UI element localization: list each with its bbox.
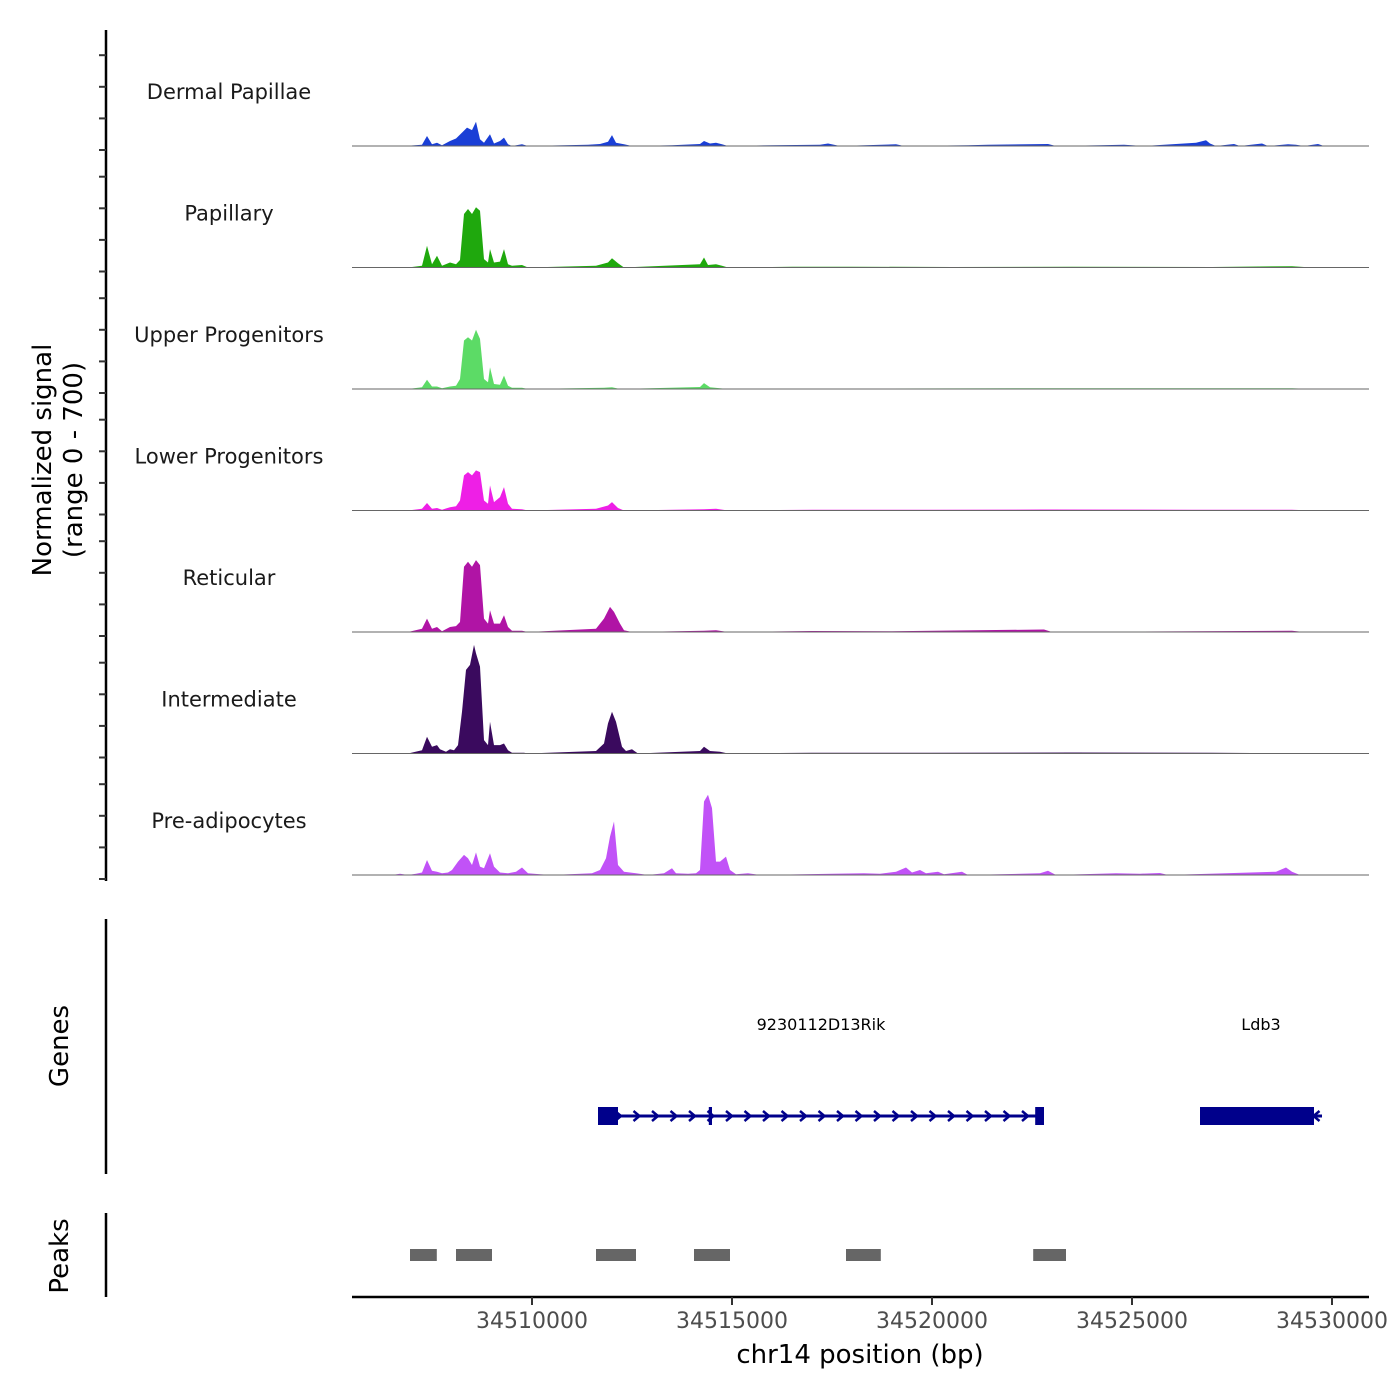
genes-track-label: Genes xyxy=(45,1005,75,1087)
peak-region xyxy=(846,1249,881,1261)
track-reticular: Reticular xyxy=(183,560,1369,633)
track-lower-progenitors: Lower Progenitors xyxy=(135,445,1369,511)
genes-track: 9230112D13Rik Ldb3 xyxy=(598,1015,1322,1125)
x-tick-label: 34515000 xyxy=(676,1309,788,1334)
track-label: Intermediate xyxy=(161,688,297,712)
x-tick-label: 34525000 xyxy=(1076,1309,1188,1334)
peaks-track xyxy=(410,1249,1066,1261)
gene-exon xyxy=(1035,1107,1044,1125)
track-label: Lower Progenitors xyxy=(135,445,324,469)
strand-arrow xyxy=(688,1110,697,1122)
x-tick-label: 34520000 xyxy=(876,1309,988,1334)
track-dermal-papillae: Dermal Papillae xyxy=(147,80,1369,147)
strand-arrow xyxy=(762,1110,771,1122)
strand-arrow xyxy=(799,1110,808,1122)
peak-region xyxy=(1033,1249,1066,1261)
peak-region xyxy=(410,1249,437,1261)
strand-arrow xyxy=(891,1110,901,1122)
track-upper-progenitors: Upper Progenitors xyxy=(134,323,1369,390)
signal-area xyxy=(408,329,1312,389)
peak-region xyxy=(596,1249,636,1261)
gene-exon xyxy=(708,1107,712,1125)
strand-arrow xyxy=(669,1110,679,1122)
y-axis-title: Normalized signal (range 0 - 700) xyxy=(28,344,89,577)
signal-area xyxy=(408,207,1312,268)
strand-arrow xyxy=(854,1110,864,1122)
signal-y-axis-ticks xyxy=(99,54,106,880)
gene-label: 9230112D13Rik xyxy=(757,1015,887,1034)
x-axis-title: chr14 position (bp) xyxy=(736,1340,983,1370)
signal-area xyxy=(408,560,1304,632)
strand-arrow xyxy=(651,1110,660,1122)
track-label: Reticular xyxy=(183,566,276,590)
track-label: Pre-adipocytes xyxy=(151,809,306,833)
x-tick-label: 34530000 xyxy=(1276,1309,1388,1334)
strand-arrow xyxy=(873,1110,882,1122)
strand-arrow xyxy=(947,1110,956,1122)
signal-area xyxy=(392,794,1300,875)
y-axis-title-line2: (range 0 - 700) xyxy=(59,362,89,558)
strand-arrow xyxy=(632,1110,642,1122)
strand-arrow xyxy=(836,1110,845,1122)
gene-label: Ldb3 xyxy=(1241,1015,1280,1034)
peak-region xyxy=(456,1249,492,1261)
strand-arrow xyxy=(817,1110,827,1122)
gene-9230112d13rik: 9230112D13Rik xyxy=(598,1015,1044,1125)
track-papillary: Papillary xyxy=(184,202,1369,268)
x-axis-ticks: 34510000 34515000 34520000 34525000 34530000 xyxy=(476,1297,1388,1334)
track-intermediate: Intermediate xyxy=(161,644,1369,754)
gene-exon xyxy=(598,1107,618,1125)
signal-area xyxy=(408,470,1312,511)
strand-arrow xyxy=(1002,1110,1012,1122)
peaks-track-label: Peaks xyxy=(45,1218,75,1293)
signal-area xyxy=(408,644,1312,754)
x-tick-label: 34510000 xyxy=(476,1309,588,1334)
strand-arrow xyxy=(910,1110,919,1122)
track-label: Papillary xyxy=(184,202,273,226)
gene-ldb3: Ldb3 xyxy=(1200,1015,1322,1125)
strand-arrow xyxy=(984,1110,993,1122)
track-pre-adipocytes: Pre-adipocytes xyxy=(151,794,1369,876)
peak-region xyxy=(694,1249,730,1261)
strand-arrow xyxy=(928,1110,938,1122)
strand-arrow xyxy=(1021,1110,1030,1122)
track-label: Upper Progenitors xyxy=(134,323,324,347)
signal-tracks: Dermal Papillae Papillary Upper Progenitor… xyxy=(134,80,1369,876)
track-label: Dermal Papillae xyxy=(147,80,311,104)
strand-arrow xyxy=(780,1110,790,1122)
strand-arrow xyxy=(725,1110,734,1122)
strand-arrow xyxy=(743,1110,753,1122)
y-axis-title-line1: Normalized signal xyxy=(28,344,58,577)
strand-arrow xyxy=(965,1110,975,1122)
signal-area xyxy=(404,121,1324,146)
gene-exon xyxy=(1200,1107,1314,1125)
